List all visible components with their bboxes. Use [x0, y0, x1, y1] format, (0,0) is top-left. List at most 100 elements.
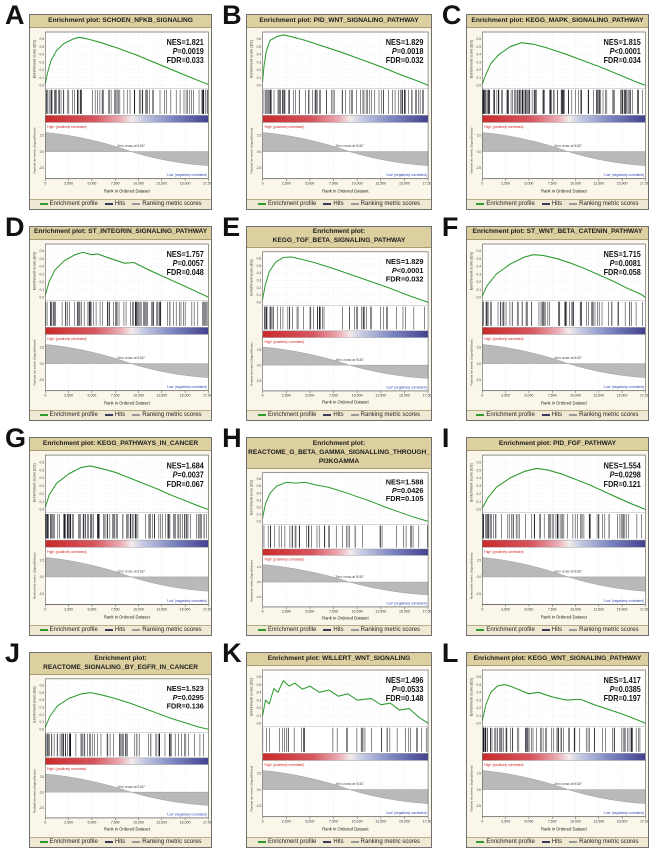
x-tick-label: 10,000 [352, 609, 363, 613]
x-tick-label: 2,500 [64, 821, 73, 825]
x-tick-label: 7,500 [329, 181, 338, 185]
metric-ytick-label: -2.5 [256, 804, 262, 808]
es-ytick-label: 0.2 [476, 68, 481, 72]
es-axis-title: Enrichment score (ES) [470, 40, 474, 78]
gsea-plot-svg: 0.6 0.5 0.4 0.3 0.2 0.1 0.0 2.5 0.0 -2.5 NES=1.554… [470, 455, 648, 620]
x-tick-label: 15,000 [180, 393, 191, 397]
enrichment-plot: 0.6 0.5 0.4 0.3 0.2 0.1 0.0 2.5 0.0 -2.5 NES=1.523… [30, 675, 212, 837]
high-correlated-label: 'High' (positively correlated) [47, 767, 87, 771]
plot-legend: Enrichment profile Hits Ranking metric sco… [30, 837, 212, 847]
gsea-panel-cell: A Enrichment plot: SCHOEN_NFKB_SIGNALING… [2, 0, 219, 215]
enrichment-plot: 0.6 0.5 0.4 0.3 0.2 0.1 0.0 2.5 0.0 -2.5 NES=1.829… [247, 27, 431, 199]
ranking-metric-area [262, 564, 429, 596]
metric-ytick-label: 2.5 [477, 345, 481, 349]
plot-legend: Enrichment profile Hits Ranking metric sco… [466, 837, 648, 847]
legend-swatch [104, 414, 113, 417]
gsea-plot-svg: 0.6 0.5 0.4 0.3 0.2 0.1 0.0 2.5 0.0 -2.5 NES=1.588… [250, 472, 431, 620]
stat-line: P=0.0298 [610, 470, 642, 480]
es-ytick-label: 0.4 [257, 491, 262, 495]
x-axis-title: Rank in Ordered Dataset [541, 826, 588, 831]
es-ytick-label: 0.2 [476, 280, 481, 284]
legend-item: Hits [323, 839, 344, 845]
gsea-plot-svg: 0.6 0.5 0.4 0.3 0.2 0.1 0.0 2.5 0.0 -2.5 NES=1.815… [470, 31, 648, 193]
metric-axis-title: Ranked list metric (Signal2Noise) [470, 553, 474, 600]
panel-frame: Enrichment plot: ST_INTEGRIN_SIGNALING_P… [29, 225, 213, 422]
es-ytick-label: 0.4 [476, 264, 481, 268]
stat-line: P<0.0001 [392, 266, 424, 275]
legend-item: Ranking metric scores [350, 839, 420, 845]
es-axis-title: Enrichment score (ES) [250, 678, 254, 716]
es-ytick-label: 0.3 [257, 498, 262, 502]
stat-line: NES=1.588 [386, 478, 424, 487]
es-axis-title: Enrichment score (ES) [33, 40, 37, 78]
legend-label: Ranking metric scores [142, 627, 202, 634]
metric-axis-title: Ranked list metric (Signal2Noise) [250, 128, 254, 174]
es-ytick-label: 0.3 [40, 272, 45, 276]
panel-frame: Enrichment plot: SCHOEN_NFKB_SIGNALING 0… [29, 14, 213, 210]
x-tick-label: 2,500 [282, 394, 291, 398]
x-tick-label: 10,000 [352, 394, 363, 398]
phenotype-gradient-bar [262, 548, 429, 556]
x-tick-label: 17,500 [423, 609, 431, 613]
stat-line: FDR=0.105 [386, 494, 424, 503]
x-tick-label: 17,500 [423, 394, 431, 398]
panel-title-line: PI3KGAMMA [318, 457, 360, 465]
legend-item: Ranking metric scores [132, 412, 202, 418]
x-tick-label: 5,000 [305, 181, 314, 185]
x-tick-label: 2,500 [64, 393, 73, 397]
x-tick-label: 17,500 [640, 608, 648, 612]
stat-line: P=0.0385 [610, 685, 642, 694]
low-correlated-label: 'Low' (negatively correlated) [604, 811, 644, 815]
metric-ytick-label: -2.5 [39, 166, 44, 170]
legend-label: Hits [114, 412, 126, 419]
x-tick-label: 0 [481, 393, 483, 397]
plot-frame [262, 472, 429, 608]
panel-title-line: REACTOME_SIGNALING_BY_EGFR_IN_CANCER [43, 663, 198, 671]
legend-label: Hits [551, 839, 563, 845]
metric-axis-title: Ranked list metric (Signal2Noise) [33, 339, 37, 385]
metric-axis-title: Ranked list metric (Signal2Noise) [250, 560, 254, 602]
metric-ytick-label: 0.0 [477, 575, 481, 579]
enrichment-plot: 0.6 0.5 0.4 0.3 0.2 0.1 0.0 2.5 0.0 -2.5 NES=1.829… [247, 248, 431, 411]
panel-frame: Enrichment plot: KEGG_PATHWAYS_IN_CANCER… [29, 437, 213, 637]
panel-title: Enrichment plot: REACTOME_SIGNALING_BY_EG… [30, 653, 212, 676]
metric-axis-title: Ranked list metric (Signal2Noise) [470, 128, 474, 174]
stat-line: FDR=0.136 [167, 701, 204, 710]
stat-line: FDR=0.032 [386, 56, 424, 65]
legend-swatch [39, 629, 48, 632]
x-tick-label: 5,000 [88, 821, 97, 825]
gsea-panel-cell: K Enrichment plot: WILLERT_WNT_SIGNALING… [219, 639, 439, 853]
es-ytick-label: 0.2 [257, 706, 262, 710]
x-axis-title: Rank in Ordered Dataset [322, 400, 369, 405]
zero-cross-label: Zero cross at 9187 [554, 355, 582, 359]
stat-line: NES=1.829 [386, 258, 424, 267]
legend-item: Hits [323, 412, 344, 418]
es-ytick-label: 0.0 [476, 722, 481, 726]
stat-line: NES=1.829 [386, 38, 424, 47]
x-tick-label: 2,500 [501, 181, 510, 185]
panel-title: Enrichment plot: SCHOEN_NFKB_SIGNALING [30, 15, 212, 28]
x-tick-label: 2,500 [501, 820, 510, 824]
x-tick-label: 12,500 [156, 393, 167, 397]
plot-legend: Enrichment profile Hits Ranking metric sco… [466, 625, 648, 636]
es-ytick-label: 0.6 [257, 477, 262, 481]
metric-axis-title: Ranked list metric (Signal2Noise) [33, 128, 37, 174]
es-ytick-label: 0.4 [476, 476, 481, 480]
x-tick-label: 0 [44, 393, 46, 397]
stat-line: P=0.0019 [173, 47, 204, 56]
legend-label: Hits [551, 627, 563, 634]
legend-item: Ranking metric scores [132, 201, 202, 207]
stat-line: P=0.0533 [392, 685, 424, 694]
zero-cross-label: Zero cross at 9187 [335, 144, 363, 148]
legend-label: Hits [114, 839, 126, 845]
x-tick-label: 2,500 [282, 609, 291, 613]
legend-label: Hits [114, 627, 126, 634]
x-tick-label: 5,000 [305, 394, 314, 398]
panel-title-line: Enrichment plot: PID_WNT_SIGNALING_PATHW… [259, 16, 419, 24]
zero-cross-label: Zero cross at 9187 [335, 782, 363, 786]
es-ytick-label: 0.6 [40, 249, 45, 253]
x-axis-title: Rank in Ordered Dataset [322, 615, 369, 620]
es-ytick-label: 0.2 [40, 68, 45, 72]
es-ytick-label: 0.0 [40, 83, 45, 87]
es-ytick-label: 0.0 [476, 83, 481, 87]
